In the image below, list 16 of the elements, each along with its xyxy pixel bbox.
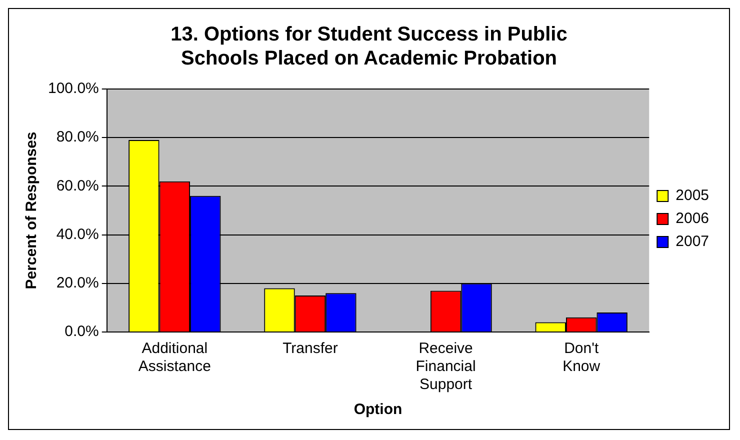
y-tick-label: 60.0% (56, 177, 99, 194)
x-tick-label: Additional Assistance (138, 340, 211, 376)
y-tick-label: 40.0% (56, 226, 99, 243)
legend-label: 2005 (676, 187, 710, 204)
y-tick-label: 100.0% (48, 80, 99, 98)
legend-label: 2006 (676, 210, 710, 228)
y-tick-label: 80.0% (56, 128, 99, 146)
x-tick-label: Receive Financial Support (416, 340, 476, 394)
y-tick-label: 20.0% (56, 274, 99, 292)
y-tick-label: 0.0% (64, 323, 99, 340)
x-tick-label: Don't Know (562, 340, 600, 376)
legend-label: 2007 (676, 233, 710, 250)
y-axis-title: Percent of Responses (23, 132, 40, 290)
x-axis-title: Option (354, 401, 402, 418)
chart-title: 13. Options for Student Success in Public Schools Placed on Academic Probation (170, 24, 568, 70)
x-tick-label: Transfer (282, 340, 338, 358)
